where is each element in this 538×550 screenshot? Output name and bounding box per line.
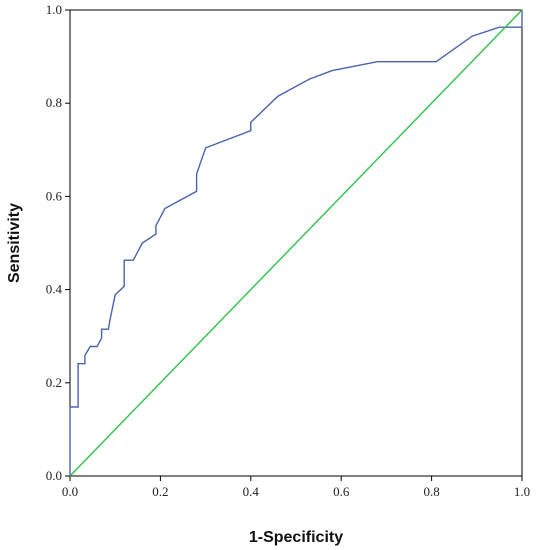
x-tick-label: 1.0 (514, 484, 530, 499)
y-tick-label: 0.0 (46, 468, 62, 483)
y-axis-ticks: 0.0 0.2 0.4 0.6 0.8 1.0 (46, 2, 70, 483)
x-tick-label: 0.2 (152, 484, 168, 499)
y-tick-label: 0.2 (46, 375, 62, 390)
reference-diagonal-line (69, 9, 523, 477)
roc-curve-line (69, 10, 523, 476)
x-axis-ticks: 0.0 0.2 0.4 0.6 0.8 1.0 (62, 476, 530, 499)
x-tick-label: 0.6 (333, 484, 350, 499)
y-axis-title: Sensitivity (6, 203, 23, 283)
series-layer (69, 9, 523, 477)
y-tick-label: 0.8 (46, 95, 62, 110)
x-tick-label: 0.4 (243, 484, 260, 499)
y-tick-label: 0.6 (46, 188, 63, 203)
x-axis-title: 1-Specificity (249, 529, 343, 546)
y-tick-label: 1.0 (46, 2, 62, 17)
y-tick-label: 0.4 (46, 282, 63, 297)
x-tick-label: 0.8 (423, 484, 439, 499)
x-tick-label: 0.0 (62, 484, 78, 499)
